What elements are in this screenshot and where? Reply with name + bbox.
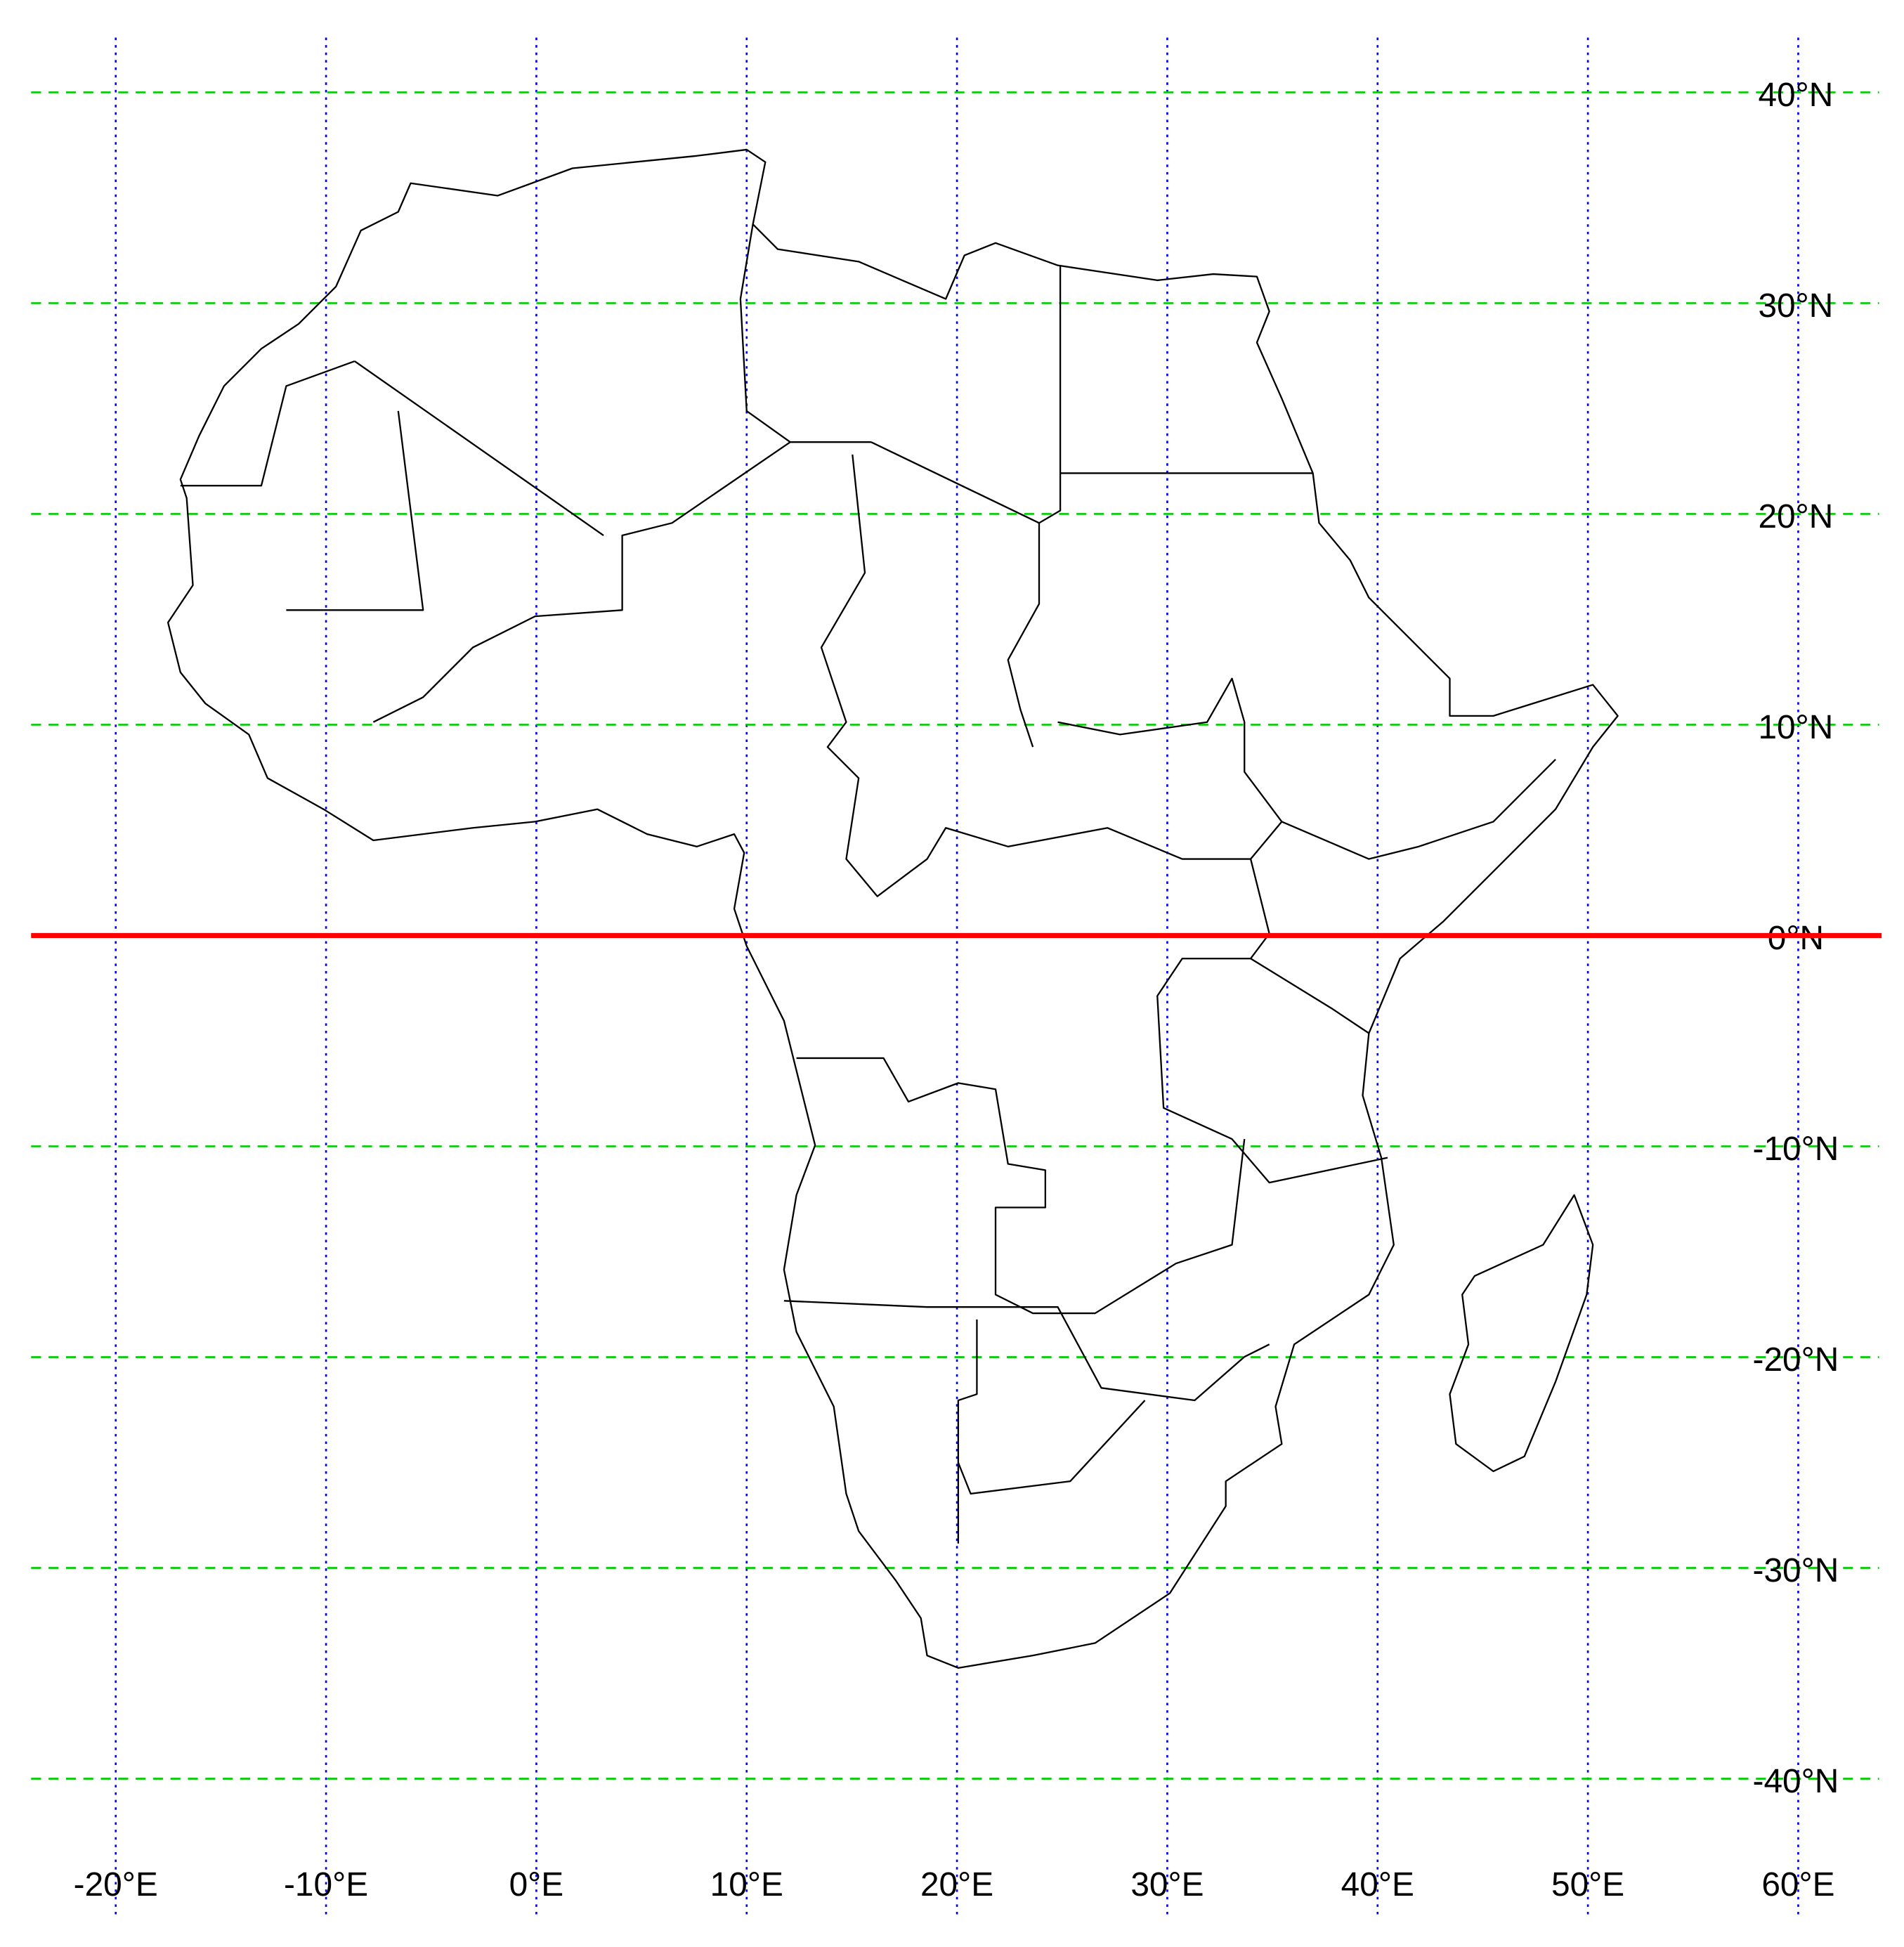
- longitude-label: 10°E: [710, 1866, 783, 1903]
- latitude-label: 40°N: [1758, 77, 1833, 114]
- longitude-label: 50°E: [1551, 1866, 1624, 1903]
- latitude-label: -10°N: [1753, 1131, 1839, 1168]
- latitude-label: -30°N: [1753, 1552, 1839, 1589]
- latitude-label: 0°N: [1768, 920, 1824, 957]
- longitude-label: 30°E: [1130, 1866, 1204, 1903]
- latitude-label: -40°N: [1753, 1763, 1839, 1800]
- longitude-label: 40°E: [1341, 1866, 1414, 1903]
- longitude-label: 60°E: [1761, 1866, 1834, 1903]
- madagascar-outline: [1449, 1194, 1594, 1473]
- coastline: [167, 148, 1619, 1669]
- latitude-label: 10°N: [1758, 709, 1833, 746]
- latitude-label: -20°N: [1753, 1341, 1839, 1379]
- africa-outline: [167, 148, 1619, 1669]
- latitude-label: 20°N: [1758, 498, 1833, 535]
- border-lines: [180, 224, 1556, 1544]
- longitude-label: -20°E: [74, 1866, 158, 1903]
- latitude-label: 30°N: [1758, 287, 1833, 325]
- grid: [31, 37, 1879, 1917]
- longitude-label: 0°E: [509, 1866, 564, 1903]
- longitude-label: 20°E: [920, 1866, 993, 1903]
- longitude-label: -10°E: [284, 1866, 368, 1903]
